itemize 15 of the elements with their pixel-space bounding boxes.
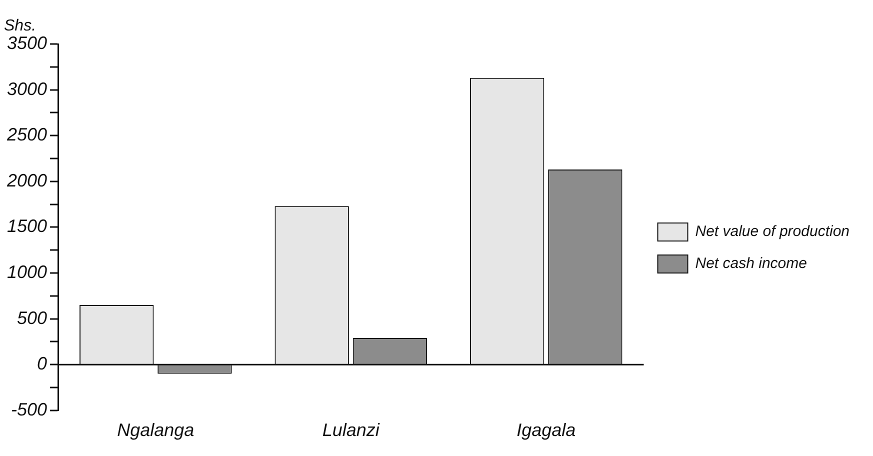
y-tick-label: -500: [11, 399, 48, 420]
x-tick-label: Lulanzi: [322, 420, 380, 440]
x-tick-label: Ngalanga: [117, 420, 194, 440]
y-tick-label: 2000: [6, 170, 48, 190]
y-tick-label: 1000: [6, 262, 48, 282]
y-tick-label: 500: [16, 308, 48, 328]
legend-label: Net cash income: [695, 255, 807, 272]
x-tick-label: Igagala: [516, 420, 576, 440]
y-tick-label: 0: [37, 354, 48, 374]
y-axis-title: Shs.: [4, 17, 36, 34]
y-tick-label: 2500: [6, 124, 48, 145]
y-tick-label: 1500: [6, 216, 48, 236]
y-tick-label: 3500: [6, 33, 48, 53]
legend-label: Net value of production: [695, 223, 850, 240]
y-tick-label: 3000: [6, 78, 48, 99]
